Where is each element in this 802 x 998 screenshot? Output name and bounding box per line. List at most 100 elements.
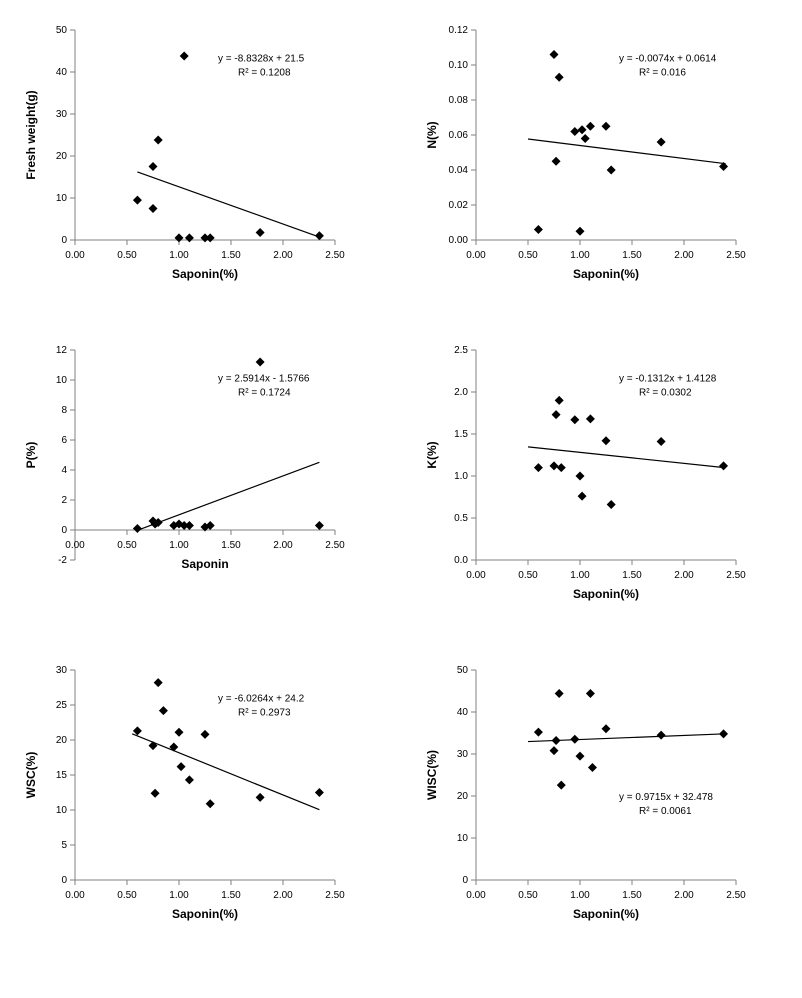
chart-k-pct: 0.00.51.01.52.02.50.000.501.001.502.002.… bbox=[421, 340, 782, 610]
data-point bbox=[154, 678, 163, 687]
data-point bbox=[602, 122, 611, 131]
x-tick-label: 1.00 bbox=[169, 540, 189, 551]
x-tick-label: 0.50 bbox=[117, 250, 137, 261]
trendline bbox=[132, 734, 319, 810]
x-tick-label: 0.00 bbox=[65, 250, 85, 261]
regression-equation: y = -0.1312x + 1.4128 bbox=[619, 374, 717, 385]
y-tick-label: 10 bbox=[457, 833, 469, 844]
y-tick-label: 25 bbox=[56, 700, 68, 711]
y-tick-label: 50 bbox=[56, 25, 68, 36]
y-tick-label: 30 bbox=[56, 665, 68, 676]
data-point bbox=[552, 736, 561, 745]
data-point bbox=[149, 204, 158, 213]
y-axis-label: P(%) bbox=[24, 442, 38, 469]
r-squared: R² = 0.0302 bbox=[639, 388, 692, 399]
data-point bbox=[185, 775, 194, 784]
y-tick-label: -2 bbox=[58, 555, 67, 566]
scatter-chart-p-pct: -20246810120.000.501.001.502.002.50y = 2… bbox=[20, 340, 345, 610]
y-tick-label: 40 bbox=[457, 707, 469, 718]
data-point bbox=[315, 521, 324, 530]
data-point bbox=[133, 196, 142, 205]
data-point bbox=[607, 500, 616, 509]
y-tick-label: 0.04 bbox=[449, 165, 469, 176]
data-point bbox=[315, 231, 324, 240]
regression-equation: y = -8.8328x + 21.5 bbox=[218, 54, 305, 65]
data-point bbox=[534, 225, 543, 234]
x-tick-label: 1.50 bbox=[221, 250, 241, 261]
y-tick-label: 0.0 bbox=[454, 555, 468, 566]
data-point bbox=[256, 793, 265, 802]
regression-equation: y = 0.9715x + 32.478 bbox=[619, 792, 713, 803]
data-point bbox=[555, 73, 564, 82]
data-point bbox=[256, 228, 265, 237]
y-tick-label: 40 bbox=[56, 67, 68, 78]
y-tick-label: 20 bbox=[56, 735, 68, 746]
x-tick-label: 0.50 bbox=[117, 890, 137, 901]
x-tick-label: 1.50 bbox=[221, 540, 241, 551]
y-tick-label: 15 bbox=[56, 770, 68, 781]
data-point bbox=[555, 689, 564, 698]
data-point bbox=[534, 463, 543, 472]
data-point bbox=[315, 788, 324, 797]
y-tick-label: 10 bbox=[56, 193, 68, 204]
y-tick-label: 0.12 bbox=[449, 25, 469, 36]
data-point bbox=[586, 414, 595, 423]
data-point bbox=[185, 233, 194, 242]
trendline bbox=[137, 172, 319, 237]
scatter-chart-n-pct: 0.000.020.040.060.080.100.120.000.501.00… bbox=[421, 20, 746, 290]
x-tick-label: 2.00 bbox=[674, 890, 694, 901]
r-squared: R² = 0.1208 bbox=[238, 68, 291, 79]
x-tick-label: 2.50 bbox=[726, 570, 746, 581]
x-axis-label: Saponin(%) bbox=[172, 907, 238, 921]
x-tick-label: 1.00 bbox=[570, 250, 590, 261]
y-tick-label: 0.08 bbox=[449, 95, 469, 106]
x-tick-label: 1.00 bbox=[169, 250, 189, 261]
data-point bbox=[552, 410, 561, 419]
data-point bbox=[175, 233, 184, 242]
x-axis-label: Saponin bbox=[181, 557, 228, 571]
data-point bbox=[175, 728, 184, 737]
y-tick-label: 2 bbox=[61, 495, 67, 506]
x-tick-label: 1.50 bbox=[622, 570, 642, 581]
data-point bbox=[657, 437, 666, 446]
scatter-chart-fresh-weight: 010203040500.000.501.001.502.002.50y = -… bbox=[20, 20, 345, 290]
x-tick-label: 2.50 bbox=[726, 250, 746, 261]
y-axis-label: WISC(%) bbox=[425, 750, 439, 800]
x-tick-label: 0.00 bbox=[466, 890, 486, 901]
data-point bbox=[570, 127, 579, 136]
data-point bbox=[602, 436, 611, 445]
y-tick-label: 10 bbox=[56, 375, 68, 386]
y-tick-label: 4 bbox=[61, 465, 67, 476]
data-point bbox=[151, 789, 160, 798]
x-tick-label: 1.00 bbox=[570, 890, 590, 901]
y-tick-label: 2.0 bbox=[454, 387, 468, 398]
x-tick-label: 2.50 bbox=[325, 890, 345, 901]
data-point bbox=[586, 122, 595, 131]
y-tick-label: 0 bbox=[462, 875, 468, 886]
x-tick-label: 0.00 bbox=[466, 570, 486, 581]
data-point bbox=[557, 463, 566, 472]
chart-p-pct: -20246810120.000.501.001.502.002.50y = 2… bbox=[20, 340, 381, 610]
trendline bbox=[528, 447, 726, 468]
y-tick-label: 0.5 bbox=[454, 513, 468, 524]
data-point bbox=[201, 730, 210, 739]
x-tick-label: 2.00 bbox=[674, 250, 694, 261]
data-point bbox=[578, 125, 587, 134]
y-tick-label: 0.10 bbox=[449, 60, 469, 71]
data-point bbox=[159, 706, 168, 715]
data-point bbox=[185, 521, 194, 530]
r-squared: R² = 0.0061 bbox=[639, 806, 692, 817]
y-tick-label: 0 bbox=[61, 875, 67, 886]
x-tick-label: 2.00 bbox=[273, 250, 293, 261]
regression-equation: y = -0.0074x + 0.0614 bbox=[619, 54, 717, 65]
r-squared: R² = 0.1724 bbox=[238, 388, 291, 399]
y-tick-label: 10 bbox=[56, 805, 68, 816]
x-tick-label: 0.50 bbox=[117, 540, 137, 551]
y-axis-label: K(%) bbox=[425, 441, 439, 468]
x-tick-label: 0.00 bbox=[466, 250, 486, 261]
chart-fresh-weight: 010203040500.000.501.001.502.002.50y = -… bbox=[20, 20, 381, 290]
data-point bbox=[576, 472, 585, 481]
y-tick-label: 0 bbox=[61, 525, 67, 536]
y-tick-label: 2.5 bbox=[454, 345, 468, 356]
x-tick-label: 0.50 bbox=[518, 250, 538, 261]
